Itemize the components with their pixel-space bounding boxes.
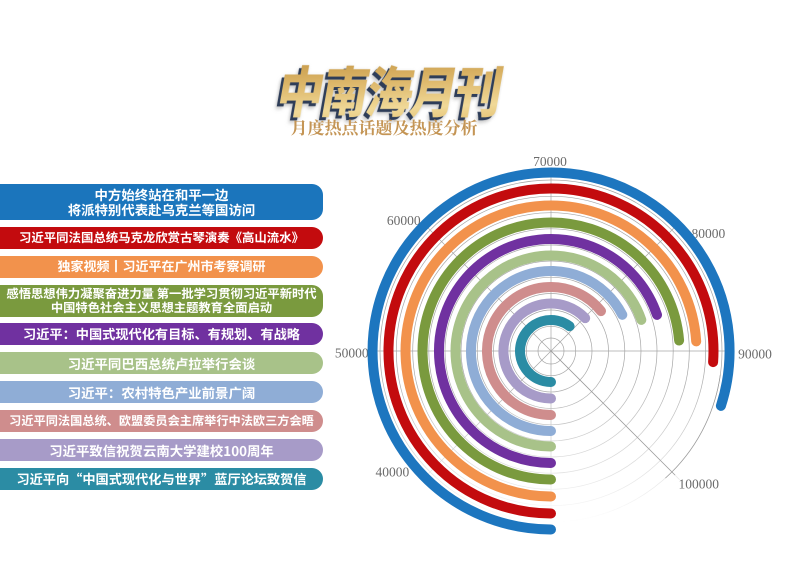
svg-text:70000: 70000 <box>533 154 567 169</box>
svg-text:50000: 50000 <box>335 345 369 360</box>
svg-text:40000: 40000 <box>376 465 410 480</box>
svg-text:60000: 60000 <box>387 213 421 228</box>
svg-text:100000: 100000 <box>679 476 720 491</box>
svg-text:90000: 90000 <box>738 347 772 362</box>
svg-text:80000: 80000 <box>692 226 726 241</box>
